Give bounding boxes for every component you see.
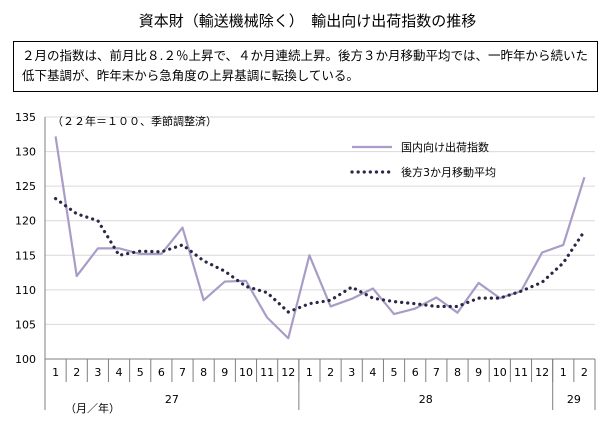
y-tick-label: 120 — [15, 215, 36, 228]
series-line — [54, 136, 586, 340]
axes — [44, 117, 596, 410]
x-tick-label: 8 — [200, 366, 207, 379]
x-tick-label: 11 — [260, 366, 274, 379]
year-label: 29 — [567, 393, 581, 406]
x-tick-label: 10 — [239, 366, 253, 379]
x-tick-label: 3 — [94, 366, 101, 379]
x-tick-label: 2 — [581, 366, 588, 379]
x-tick-label: 11 — [514, 366, 528, 379]
x-tick-label: 2 — [73, 366, 80, 379]
y-tick-label: 115 — [15, 249, 36, 262]
x-tick-label: 3 — [348, 366, 355, 379]
x-tick-label: 10 — [493, 366, 507, 379]
x-tick-label: 5 — [137, 366, 144, 379]
x-tick-label: 5 — [391, 366, 398, 379]
x-unit-label: （月／年） — [65, 401, 120, 415]
y-tick-label: 105 — [15, 318, 36, 331]
summary-box: ２月の指数は、前月比８.２％上昇で、４か月連続上昇。後方３か月移動平均では、一昨… — [13, 41, 598, 92]
x-tick-label: 1 — [306, 366, 313, 379]
y-tick-label: 125 — [15, 180, 36, 193]
chart-title: 資本財（輸送機械除く） 輸出向け出荷指数の推移 — [138, 12, 477, 30]
y-tick-label: 110 — [15, 284, 36, 297]
legend-label: 国内向け出荷指数 — [401, 140, 489, 154]
y-tick-label: 130 — [15, 146, 36, 159]
y-tick-label: 100 — [15, 353, 36, 366]
x-tick-label: 4 — [369, 366, 376, 379]
x-tick-label: 4 — [116, 366, 123, 379]
x-tick-label: 1 — [560, 366, 567, 379]
x-tick-label: 7 — [433, 366, 440, 379]
y-tick-label: 135 — [15, 111, 36, 124]
series-lines — [53, 136, 587, 340]
x-tick-label: 2 — [327, 366, 334, 379]
legend-label: 後方3か月移動平均 — [401, 165, 496, 179]
series-line — [53, 196, 587, 314]
year-label: 28 — [419, 393, 433, 406]
grid-lines — [45, 116, 595, 360]
year-label: 27 — [165, 393, 179, 406]
x-tick-label: 1 — [52, 366, 59, 379]
x-tick-label: 6 — [158, 366, 165, 379]
x-tick-label: 8 — [454, 366, 461, 379]
chart-note: （２２年＝１００、季節調整済） — [52, 114, 217, 128]
x-tick-label: 12 — [535, 366, 549, 379]
x-tick-label: 7 — [179, 366, 186, 379]
x-tick-label: 9 — [475, 366, 482, 379]
x-tick-label: 12 — [281, 366, 295, 379]
x-tick-label: 9 — [221, 366, 228, 379]
x-tick-label: 6 — [412, 366, 419, 379]
